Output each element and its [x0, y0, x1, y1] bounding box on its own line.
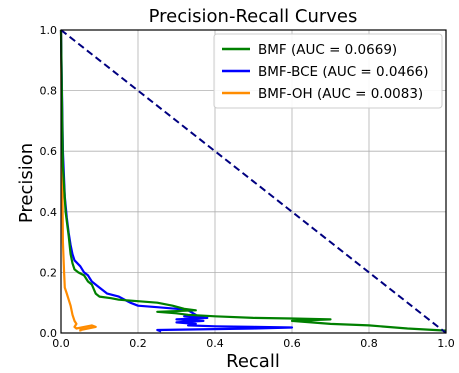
plot-frame — [60, 29, 447, 334]
x-axis-label: Recall — [226, 351, 280, 372]
legend: BMF (AUC = 0.0669) BMF-BCE (AUC = 0.0466)… — [213, 33, 443, 109]
y-axis-label: Precision — [16, 143, 37, 223]
y-tick-label: 0.8 — [40, 85, 58, 98]
legend-box — [213, 33, 443, 109]
legend-label: BMF-BCE (AUC = 0.0466) — [258, 64, 429, 80]
x-tick-label: 0.0 — [52, 337, 70, 350]
pr-curve-line — [59, 29, 97, 332]
pr-curve-line — [59, 29, 447, 332]
x-tick-label: 1.0 — [437, 337, 455, 350]
x-tick-label: 0.8 — [360, 337, 378, 350]
y-tick-label: 0.6 — [40, 145, 58, 158]
chart-title: Precision-Recall Curves — [149, 6, 358, 27]
x-tick-label: 0.6 — [283, 337, 301, 350]
y-tick-label: 0.4 — [40, 206, 58, 219]
y-tick-label: 1.0 — [40, 24, 58, 37]
tick-labels: 0.0 0.2 0.4 0.6 0.8 1.0 0.0 0.2 0.4 0.6 0.8 1.0 — [40, 24, 455, 350]
x-tick-label: 0.2 — [129, 337, 147, 350]
diagonal-reference-line — [60, 29, 447, 334]
pr-curve-line — [59, 29, 294, 333]
legend-label: BMF-OH (AUC = 0.0083) — [258, 86, 423, 102]
y-tick-label: 0.2 — [40, 266, 58, 279]
series-group — [59, 29, 447, 334]
legend-label: BMF (AUC = 0.0669) — [258, 42, 397, 58]
y-tick-label: 0.0 — [40, 327, 58, 340]
x-tick-label: 0.4 — [206, 337, 224, 350]
